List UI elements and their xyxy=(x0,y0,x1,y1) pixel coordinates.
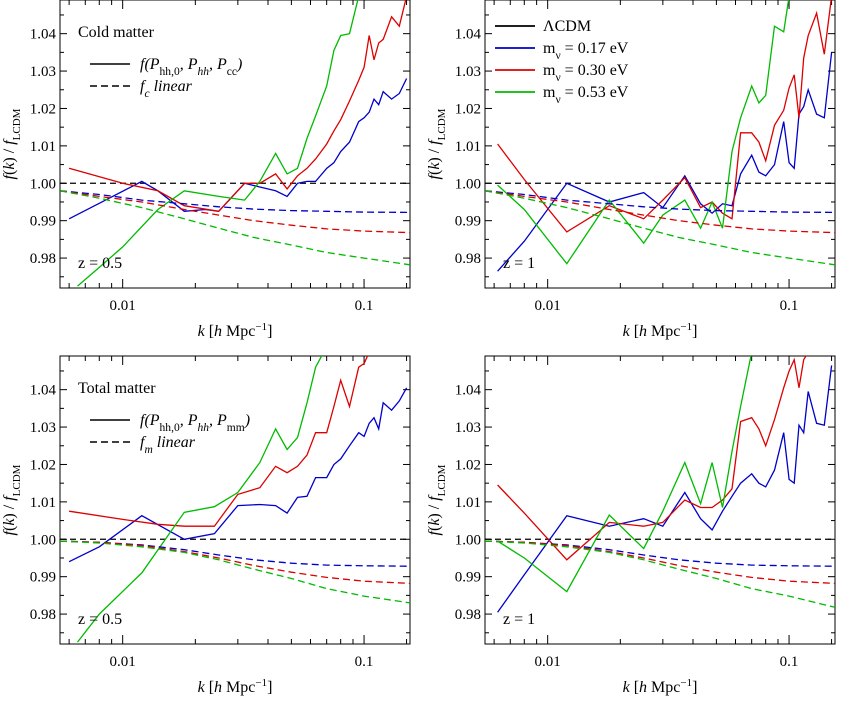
y-tick-label: 0.98 xyxy=(455,607,481,623)
plot-area xyxy=(485,0,835,272)
plot-area xyxy=(60,356,410,643)
panel-title: Total matter xyxy=(78,380,156,397)
series-line-3-dashed xyxy=(60,190,410,214)
x-tick-label: 0.1 xyxy=(780,298,799,314)
panel-bottom-left: 0.98 0.99 1.00 1.01 1.02 1.03 1.04 0.01 0.1 k [h … xyxy=(1,355,411,696)
x-tick-label: 0.1 xyxy=(780,654,799,670)
plot-frame xyxy=(484,0,836,289)
y-tick-label: 1.00 xyxy=(30,532,56,548)
y-tick-label: 1.04 xyxy=(455,383,482,399)
y-tick-label: 1.04 xyxy=(30,383,57,399)
x-tick-label: 0.01 xyxy=(110,654,136,670)
y-tick-label: 0.99 xyxy=(30,570,56,586)
legend-label: mν = 0.53 eV xyxy=(543,84,629,106)
y-tick-label: 1.01 xyxy=(30,139,56,155)
y-tick-label: 1.03 xyxy=(455,420,481,436)
y-tick-label: 0.98 xyxy=(30,607,56,623)
y-axis-label: f(k) / fLCDM xyxy=(426,108,448,179)
y-tick-label: 1.00 xyxy=(30,176,56,192)
x-tick-label: 0.01 xyxy=(110,298,136,314)
series-line-4-dashed xyxy=(485,190,835,234)
series-line-4-dashed xyxy=(60,190,410,234)
y-tick-label: 0.99 xyxy=(455,214,481,230)
y-tick-label: 1.01 xyxy=(455,139,481,155)
y-tick-label: 1.00 xyxy=(455,176,481,192)
y-axis-label: f(k) / fLCDM xyxy=(426,464,448,535)
x-tick-label: 0.1 xyxy=(355,654,374,670)
y-tick-label: 0.99 xyxy=(30,214,56,230)
series-line-3-dashed xyxy=(60,540,410,567)
y-tick-label: 0.99 xyxy=(455,570,481,586)
x-tick-label: 0.1 xyxy=(355,298,374,314)
y-tick-label: 1.00 xyxy=(455,532,481,548)
legend-label: fm linear xyxy=(140,434,196,456)
y-tick-label: 1.03 xyxy=(455,64,481,80)
plot-area xyxy=(485,356,835,613)
series-line-5-dashed xyxy=(60,190,410,266)
y-tick-label: 1.02 xyxy=(30,457,56,473)
y-tick-label: 1.02 xyxy=(30,101,56,117)
y-tick-label: 0.98 xyxy=(455,251,481,267)
x-tick-label: 0.01 xyxy=(535,654,561,670)
panel-top-left: 0.98 0.99 1.00 1.01 1.02 1.03 1.04 0.01 0.1 k [h … xyxy=(1,0,411,340)
series-line-3-dashed xyxy=(485,540,835,567)
y-tick-label: 1.04 xyxy=(30,27,57,43)
series-line-4-dashed xyxy=(485,540,835,585)
plot-frame xyxy=(59,0,411,289)
y-tick-label: 1.02 xyxy=(455,101,481,117)
plot-frame xyxy=(484,355,836,645)
legend-label: fc linear xyxy=(140,78,193,100)
plot-frame xyxy=(59,355,411,645)
legend-label: mν = 0.17 eV xyxy=(543,40,629,62)
plot-area xyxy=(60,0,410,287)
x-axis-label: k [h Mpc−1] xyxy=(198,677,273,696)
series-line-4-dashed xyxy=(60,540,410,585)
series-line-2-solid xyxy=(497,0,790,265)
legend-label: f(Phh,0, Phh, Pmm) xyxy=(140,412,250,434)
legend-label: ΛCDM xyxy=(543,18,591,35)
series-line-1-solid xyxy=(69,356,369,527)
redshift-label: z = 0.5 xyxy=(78,255,122,272)
x-axis-label: k [h Mpc−1] xyxy=(623,321,698,340)
series-line-1-solid xyxy=(68,0,407,212)
y-tick-label: 1.01 xyxy=(455,495,481,511)
x-tick-label: 0.01 xyxy=(535,298,561,314)
y-tick-label: 1.01 xyxy=(30,495,56,511)
redshift-label: z = 0.5 xyxy=(78,611,122,628)
series-line-2-solid xyxy=(77,0,359,287)
series-line-1-solid xyxy=(497,356,807,561)
series-line-0-solid xyxy=(497,52,833,272)
redshift-label: z = 1 xyxy=(503,255,535,272)
series-line-0-solid xyxy=(68,387,408,563)
series-line-5-dashed xyxy=(485,190,835,266)
y-tick-label: 1.02 xyxy=(455,457,481,473)
y-tick-label: 1.03 xyxy=(30,64,56,80)
x-axis-label: k [h Mpc−1] xyxy=(198,321,273,340)
series-line-5-dashed xyxy=(60,540,410,604)
panel-top-right: 0.98 0.99 1.00 1.01 1.02 1.03 1.04 0.01 0.1 k [h … xyxy=(426,0,836,340)
y-tick-label: 1.03 xyxy=(30,420,56,436)
y-tick-label: 1.04 xyxy=(455,27,482,43)
y-axis-label: f(k) / fLCDM xyxy=(1,108,23,179)
y-tick-label: 0.98 xyxy=(30,251,56,267)
series-line-2-solid xyxy=(76,356,323,643)
panel-bottom-right: 0.98 0.99 1.00 1.01 1.02 1.03 1.04 0.01 0.1 k [h … xyxy=(426,355,836,696)
redshift-label: z = 1 xyxy=(503,611,535,628)
legend-label: mν = 0.30 eV xyxy=(543,62,629,84)
series-line-0-solid xyxy=(497,365,833,613)
series-line-5-dashed xyxy=(485,540,835,608)
panel-title: Cold matter xyxy=(78,24,155,41)
series-line-2-solid xyxy=(497,356,752,593)
x-axis-label: k [h Mpc−1] xyxy=(623,677,698,696)
series-line-1-solid xyxy=(497,0,832,233)
series-line-3-dashed xyxy=(485,190,835,214)
y-axis-label: f(k) / fLCDM xyxy=(1,464,23,535)
legend-label: f(Phh,0, Phh, Pcc) xyxy=(140,56,242,78)
